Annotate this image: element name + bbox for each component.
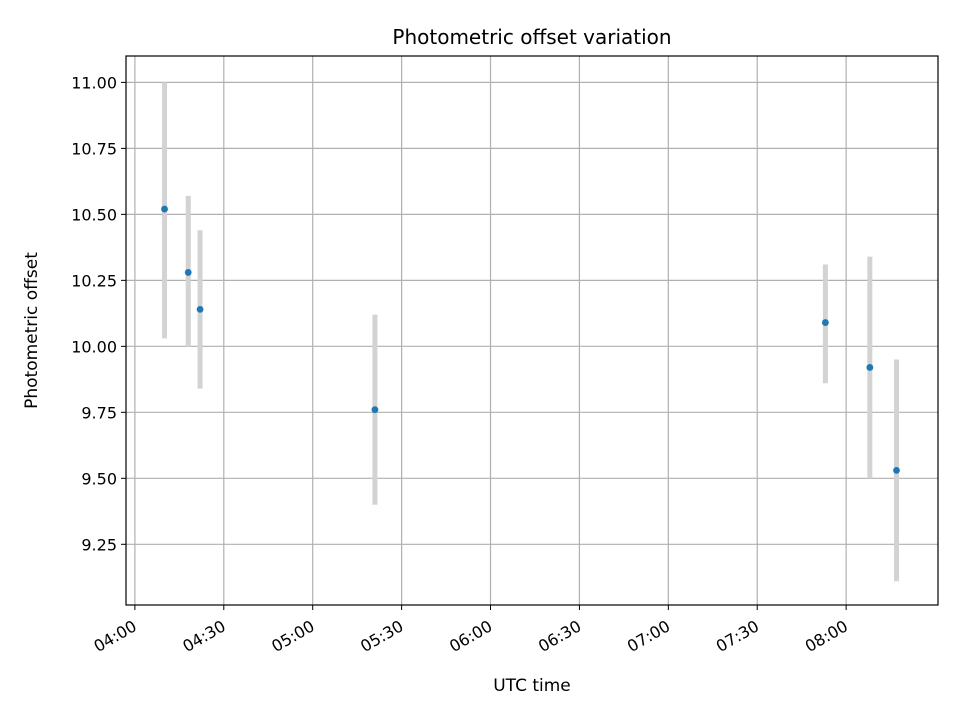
grid-lines bbox=[126, 56, 938, 605]
y-tick-label: 10.00 bbox=[71, 337, 117, 356]
data-point bbox=[866, 364, 874, 371]
y-tick-label: 10.75 bbox=[71, 139, 117, 158]
chart-title: Photometric offset variation bbox=[392, 25, 671, 49]
y-tick-label: 10.50 bbox=[71, 205, 117, 224]
data-points bbox=[161, 205, 900, 474]
data-point bbox=[196, 305, 204, 313]
y-axis-ticks: 9.25 9.50 9.75 10.00 10.25 10.50 10.75 11.00 bbox=[71, 73, 126, 554]
data-point bbox=[161, 205, 168, 213]
y-tick-label: 11.00 bbox=[71, 73, 117, 92]
y-tick-label: 9.25 bbox=[81, 535, 117, 554]
data-point bbox=[371, 406, 379, 414]
plot-area-frame bbox=[125, 55, 939, 606]
x-axis-title: UTC time bbox=[493, 676, 571, 696]
data-point bbox=[893, 466, 900, 474]
y-tick-label: 10.25 bbox=[71, 271, 117, 290]
y-tick-label: 9.50 bbox=[81, 469, 117, 488]
y-axis-title: Photometric offset bbox=[22, 252, 42, 409]
data-point bbox=[821, 319, 829, 326]
y-tick-label: 9.75 bbox=[81, 403, 117, 422]
data-point bbox=[184, 269, 192, 276]
